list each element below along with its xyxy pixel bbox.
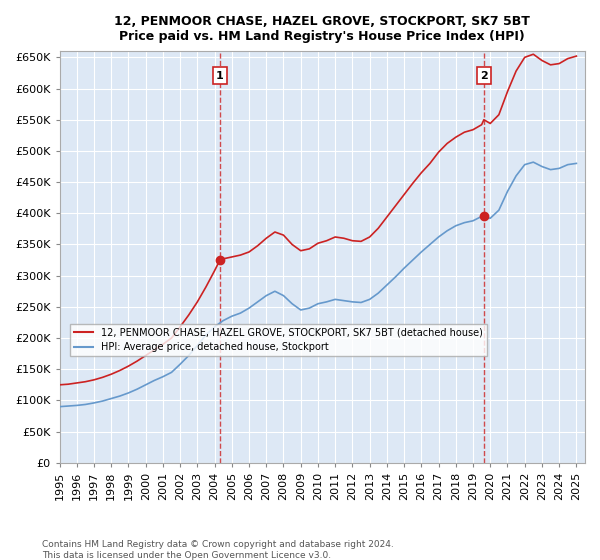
Text: Contains HM Land Registry data © Crown copyright and database right 2024.
This d: Contains HM Land Registry data © Crown c… [42, 540, 394, 560]
Text: 1: 1 [216, 71, 224, 81]
Legend: 12, PENMOOR CHASE, HAZEL GROVE, STOCKPORT, SK7 5BT (detached house), HPI: Averag: 12, PENMOOR CHASE, HAZEL GROVE, STOCKPOR… [70, 324, 487, 356]
Text: 2: 2 [480, 71, 488, 81]
Title: 12, PENMOOR CHASE, HAZEL GROVE, STOCKPORT, SK7 5BT
Price paid vs. HM Land Regist: 12, PENMOOR CHASE, HAZEL GROVE, STOCKPOR… [115, 15, 530, 43]
